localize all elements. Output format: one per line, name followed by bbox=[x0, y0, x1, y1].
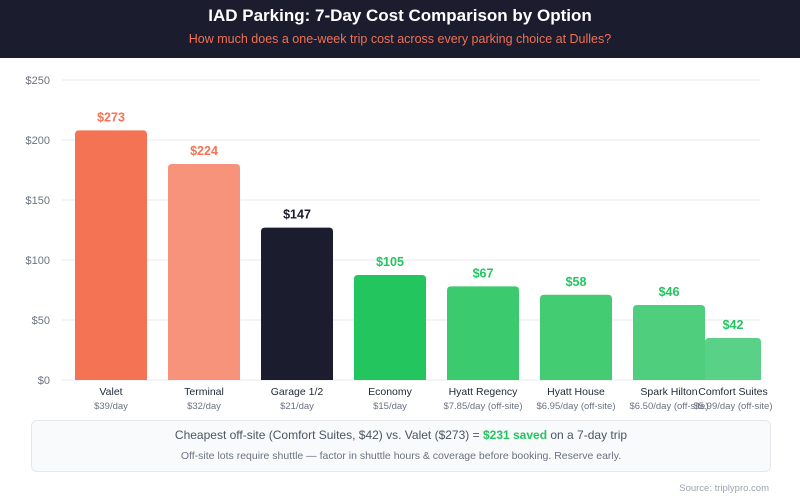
bar-value-label: $46 bbox=[659, 285, 680, 299]
y-tick-label: $150 bbox=[26, 195, 50, 207]
bar bbox=[540, 294, 612, 380]
x-axis-labels: Valet $39/day Terminal $32/day Garage 1/2 $21… bbox=[94, 386, 772, 412]
bar bbox=[168, 164, 240, 380]
chart-subtitle: How much does a one-week trip cost acros… bbox=[188, 32, 612, 46]
x-tick-sublabel: $5.99/day (off-site) bbox=[693, 401, 772, 412]
bar-value-label: $147 bbox=[283, 208, 311, 222]
chart-title: IAD Parking: 7-Day Cost Comparison by Op… bbox=[208, 6, 592, 25]
x-tick-sublabel: $6.95/day (off-site) bbox=[536, 401, 615, 412]
savings-suffix: on a 7-day trip bbox=[547, 428, 628, 442]
bar-value-label: $67 bbox=[473, 266, 494, 280]
bar bbox=[447, 286, 519, 380]
shuttle-note: Off-site lots require shuttle — factor i… bbox=[180, 450, 622, 462]
bar-value-label: $42 bbox=[723, 318, 744, 332]
x-tick-sublabel: $21/day bbox=[280, 401, 314, 412]
x-tick-sublabel: $7.85/day (off-site) bbox=[443, 401, 522, 412]
x-tick-label: Hyatt House bbox=[547, 386, 605, 398]
source-credit: Source: triplypro.com bbox=[679, 483, 769, 494]
x-tick-label: Valet bbox=[99, 386, 122, 398]
bar-value-label: $105 bbox=[376, 255, 404, 269]
savings-summary: Cheapest off-site (Comfort Suites, $42) … bbox=[32, 428, 770, 442]
y-tick-label: $50 bbox=[32, 315, 50, 327]
x-tick-sublabel: $32/day bbox=[187, 401, 221, 412]
y-tick-label: $200 bbox=[26, 135, 50, 147]
x-tick-label: Spark Hilton bbox=[640, 386, 697, 398]
y-tick-label: $250 bbox=[26, 75, 50, 87]
bar-chart: $0 $50 $100 $150 $200 $250 $273 $224 $147 $105 $6… bbox=[26, 75, 773, 412]
bar-value-label: $58 bbox=[566, 275, 587, 289]
y-axis-ticks: $0 $50 $100 $150 $200 $250 bbox=[26, 75, 50, 387]
bar bbox=[354, 275, 426, 380]
x-tick-label: Hyatt Regency bbox=[449, 386, 519, 398]
x-tick-label: Economy bbox=[368, 386, 413, 398]
x-tick-label: Terminal bbox=[184, 386, 224, 398]
x-tick-sublabel: $15/day bbox=[373, 401, 407, 412]
savings-amount: $231 saved bbox=[482, 428, 548, 442]
bar-value-label: $273 bbox=[97, 110, 125, 124]
x-tick-sublabel: $6.50/day (off-site) bbox=[629, 401, 708, 412]
bars bbox=[75, 130, 761, 380]
bar bbox=[75, 130, 147, 380]
chart-header: IAD Parking: 7-Day Cost Comparison by Op… bbox=[0, 0, 800, 58]
bar bbox=[261, 227, 333, 380]
bar bbox=[633, 305, 705, 380]
y-tick-label: $0 bbox=[38, 375, 50, 387]
bar bbox=[705, 338, 761, 380]
value-labels: $273 $224 $147 $105 $67 $58 $46 $42 bbox=[97, 110, 743, 332]
savings-prefix: Cheapest off-site (Comfort Suites, $42) … bbox=[174, 428, 483, 442]
bar-value-label: $224 bbox=[190, 144, 218, 158]
y-tick-label: $100 bbox=[26, 255, 50, 267]
x-tick-label: Comfort Suites bbox=[698, 386, 767, 398]
x-tick-label: Garage 1/2 bbox=[271, 386, 324, 398]
savings-callout: Cheapest off-site (Comfort Suites, $42) … bbox=[31, 420, 771, 472]
x-tick-sublabel: $39/day bbox=[94, 401, 128, 412]
